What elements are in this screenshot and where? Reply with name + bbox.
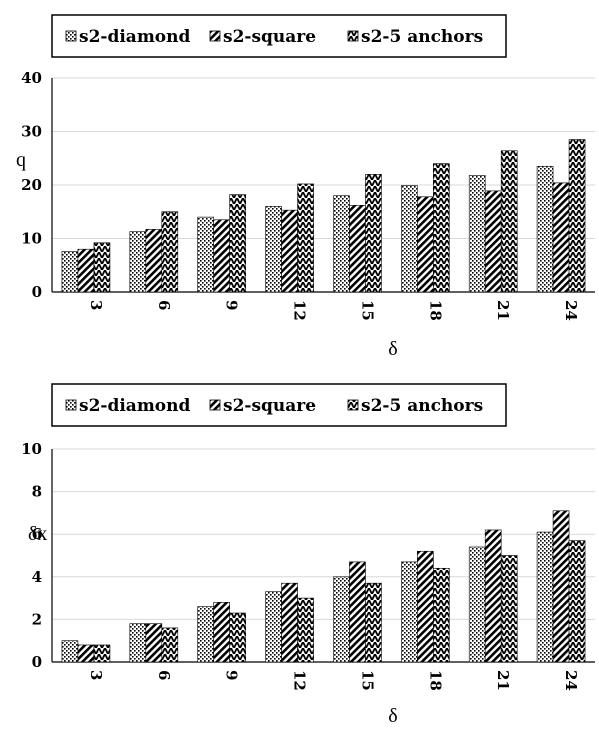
x-tick-label: 18 — [426, 300, 444, 321]
y-tick-label: 4 — [32, 568, 42, 586]
bar-s2-5-anchors — [229, 612, 246, 663]
legend-entry-label: s2-square — [223, 27, 316, 47]
y-tick-label: 10 — [21, 440, 42, 458]
x-axis-label: δ — [388, 705, 397, 727]
y-tick-label: 40 — [21, 69, 42, 87]
bar-s2-diamond — [401, 561, 418, 663]
legend-swatch — [347, 399, 359, 411]
legend-box — [51, 14, 507, 58]
x-tick-label: 12 — [291, 670, 309, 691]
legend-swatch — [347, 30, 359, 42]
bar-s2-diamond — [333, 195, 350, 293]
x-tick-label: 24 — [562, 670, 580, 691]
x-tick-label: 21 — [494, 300, 512, 321]
legend-swatch — [65, 30, 77, 42]
bar-s2-diamond — [468, 546, 486, 663]
x-tick-label: 15 — [358, 670, 376, 691]
legend-entry-label: s2-5 anchors — [361, 27, 483, 47]
bar-s2-diamond — [401, 185, 418, 293]
y-tick-label: 2 — [32, 610, 42, 628]
bar-s2-5-anchors — [500, 150, 518, 293]
legend-entry-label: s2-diamond — [79, 396, 191, 416]
x-tick-label: 6 — [155, 670, 173, 680]
y-tick-label: 8 — [32, 483, 42, 501]
x-axis-label: δ — [388, 338, 397, 360]
bar-s2-square — [349, 205, 366, 293]
bar-s2-diamond — [265, 591, 282, 663]
x-tick-label: 6 — [155, 300, 173, 310]
bar-s2-5-anchors — [229, 194, 246, 293]
x-tick-label: 15 — [358, 300, 376, 321]
bar-s2-5-anchors — [568, 139, 586, 293]
bar-s2-diamond — [536, 165, 554, 293]
bar-s2-square — [417, 196, 434, 293]
bar-s2-5-anchors — [93, 644, 111, 663]
bar-s2-square — [552, 510, 570, 663]
bar-s2-5-anchors — [93, 242, 111, 293]
bar-s2-square — [77, 248, 95, 293]
x-tick-label: 21 — [494, 670, 512, 691]
bar-s2-square — [77, 644, 95, 663]
bar-s2-diamond — [536, 531, 554, 663]
bar-s2-5-anchors — [433, 567, 450, 663]
bar-s2-diamond — [468, 175, 486, 293]
y-tick-label: 10 — [21, 230, 42, 248]
bar-s2-5-anchors — [297, 183, 314, 293]
bar-s2-square — [349, 561, 366, 663]
y-axis-label: δx — [28, 523, 47, 545]
legend-entry-label: s2-diamond — [79, 27, 191, 47]
x-tick-label: 9 — [223, 670, 241, 680]
x-tick-label: 18 — [426, 670, 444, 691]
bar-s2-diamond — [61, 640, 79, 663]
bar-s2-square — [213, 602, 230, 663]
x-tick-label: 3 — [87, 300, 105, 310]
legend-swatch — [209, 399, 221, 411]
legend-swatch — [65, 399, 77, 411]
x-tick-label: 24 — [562, 300, 580, 321]
y-axis-label: q — [16, 149, 26, 171]
bar-s2-5-anchors — [433, 163, 450, 293]
bar-s2-square — [281, 582, 298, 663]
y-tick-label: 0 — [32, 653, 42, 671]
x-tick-label: 12 — [291, 300, 309, 321]
bar-s2-square — [484, 529, 502, 663]
bar-s2-5-anchors — [297, 597, 314, 663]
bar-s2-square — [552, 182, 570, 293]
bar-s2-square — [484, 190, 502, 293]
bar-s2-diamond — [197, 606, 214, 663]
bar-s2-diamond — [61, 251, 79, 293]
legend-box — [51, 383, 507, 427]
bar-s2-square — [417, 550, 434, 663]
y-tick-label: 20 — [21, 176, 42, 194]
legend-entry-label: s2-square — [223, 396, 316, 416]
legend-entry-label: s2-5 anchors — [361, 396, 483, 416]
bar-s2-diamond — [129, 623, 147, 663]
bar-s2-5-anchors — [500, 555, 518, 663]
bar-s2-square — [145, 623, 163, 663]
x-tick-label: 9 — [223, 300, 241, 310]
bar-s2-5-anchors — [568, 540, 586, 663]
bar-s2-diamond — [333, 576, 350, 663]
legend-swatch — [209, 30, 221, 42]
bar-s2-5-anchors — [365, 174, 382, 293]
bar-s2-square — [213, 219, 230, 293]
bar-s2-5-anchors — [365, 582, 382, 663]
bar-s2-square — [281, 209, 298, 293]
y-tick-label: 6 — [32, 525, 42, 543]
bar-s2-diamond — [197, 216, 214, 293]
x-tick-label: 3 — [87, 670, 105, 680]
bar-s2-diamond — [265, 206, 282, 293]
y-tick-label: 30 — [21, 123, 42, 141]
bar-s2-5-anchors — [161, 211, 179, 293]
y-tick-label: 0 — [32, 283, 42, 301]
bar-s2-5-anchors — [161, 627, 179, 663]
bar-s2-diamond — [129, 231, 147, 293]
bar-s2-square — [145, 229, 163, 293]
